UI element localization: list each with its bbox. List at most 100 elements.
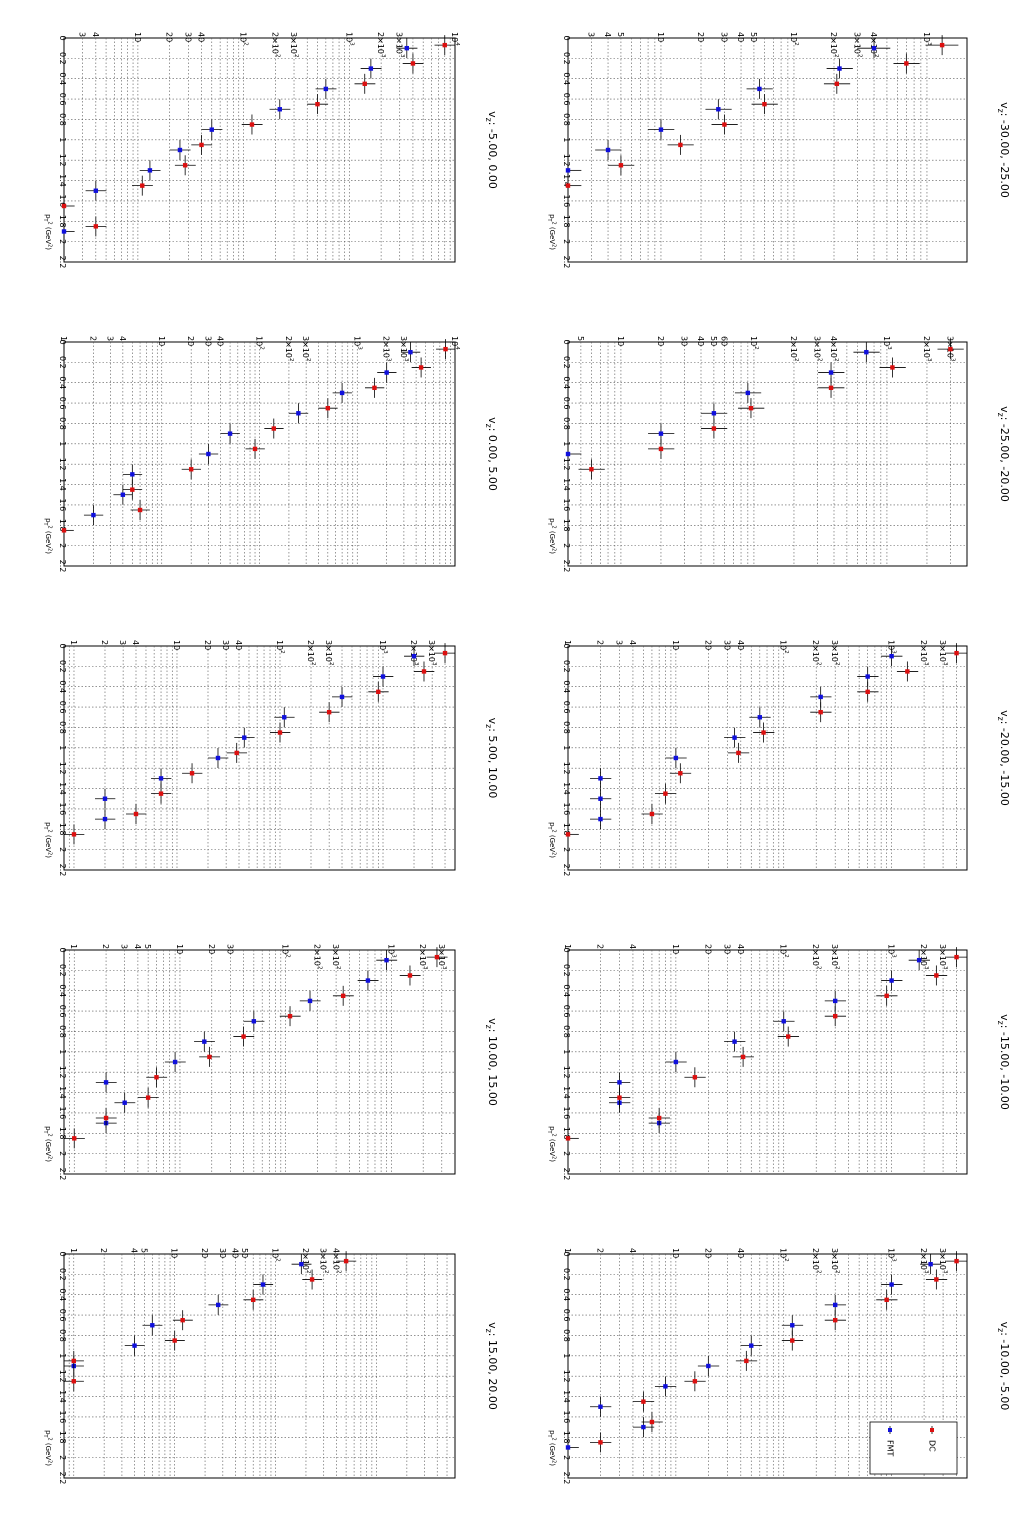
data-point-dc bbox=[250, 1297, 256, 1303]
data-point-dc bbox=[884, 1297, 889, 1303]
y-tick-label: 3 bbox=[78, 32, 87, 37]
x-tick-label: 2.2 bbox=[58, 1168, 67, 1181]
x-axis-label: pT2 (GeV2) bbox=[546, 1430, 557, 1466]
panel-title: vz: 10.00, 15.00 bbox=[484, 1018, 499, 1106]
y-tick-label: 103 bbox=[882, 336, 892, 350]
x-tick-label: 0 bbox=[58, 339, 67, 344]
data-point-dc bbox=[762, 101, 767, 107]
x-axis-label: pT2 (GeV2) bbox=[42, 214, 53, 250]
data-point-fmt bbox=[411, 653, 417, 659]
y-tick-label: 2×102 bbox=[812, 944, 822, 970]
data-point-fmt bbox=[617, 1080, 622, 1085]
y-tick-label: 2 bbox=[100, 640, 109, 645]
data-point-fmt bbox=[130, 472, 135, 477]
panel-9: 0 0.2 0.4 0.6 0.8 1 1.2 1.4 1.6 1.8 2 2.2 1 2 4 5 10 20 30… bbox=[42, 1248, 499, 1484]
data-point-fmt bbox=[706, 1363, 711, 1369]
y-tick-label: 4 bbox=[118, 336, 127, 341]
data-point-fmt bbox=[91, 512, 96, 518]
y-tick-label: 3×102 bbox=[853, 32, 863, 58]
data-point-fmt bbox=[339, 694, 345, 700]
y-tick-label: 2 bbox=[596, 944, 605, 949]
y-tick-label: 20 bbox=[704, 640, 713, 650]
data-point-dc bbox=[692, 1075, 698, 1080]
y-tick-label: 1 bbox=[564, 1248, 573, 1253]
data-point-fmt bbox=[673, 1059, 679, 1065]
x-tick-label: 1.4 bbox=[58, 782, 67, 795]
data-point-dc bbox=[61, 203, 67, 209]
x-tick-label: 1.6 bbox=[58, 499, 67, 512]
x-tick-label: 1.8 bbox=[58, 215, 67, 228]
data-point-fmt bbox=[177, 147, 183, 153]
x-tick-label: 0.4 bbox=[562, 1288, 571, 1301]
y-tick-label: 40 bbox=[231, 1248, 240, 1258]
y-tick-label: 2 bbox=[100, 1248, 109, 1253]
data-point-dc bbox=[790, 1338, 795, 1343]
x-tick-label: 2.2 bbox=[58, 560, 67, 573]
x-tick-label: 1.6 bbox=[58, 803, 67, 816]
plot-frame bbox=[567, 37, 968, 263]
data-point-dc bbox=[158, 791, 164, 796]
y-tick-label: 2×102 bbox=[301, 1248, 311, 1274]
data-point-dc bbox=[641, 1399, 646, 1404]
x-tick-label: 0.4 bbox=[58, 376, 67, 389]
y-tick-label: 2×103 bbox=[920, 640, 930, 666]
data-point-dc bbox=[93, 224, 99, 229]
data-point-fmt bbox=[242, 735, 247, 740]
data-point-fmt bbox=[282, 715, 287, 720]
data-point-fmt bbox=[172, 1059, 178, 1065]
data-point-dc bbox=[761, 730, 766, 735]
data-point-dc bbox=[180, 1317, 185, 1323]
panel-title: vz: -10.00, -5.00 bbox=[996, 1322, 1011, 1411]
data-point-dc bbox=[954, 954, 959, 960]
x-tick-label: 1.4 bbox=[58, 478, 67, 491]
data-point-fmt bbox=[299, 1261, 304, 1267]
y-tick-label: 3×102 bbox=[831, 640, 841, 666]
y-tick-label: 102 bbox=[281, 944, 291, 958]
x-tick-label: 0.6 bbox=[58, 397, 67, 410]
y-tick-label: 4 bbox=[91, 32, 100, 37]
y-tick-label: 104 bbox=[451, 32, 461, 46]
y-tick-label: 40 bbox=[737, 32, 746, 42]
x-tick-label: 1.4 bbox=[562, 1086, 571, 1099]
x-tick-label: 0.6 bbox=[58, 93, 67, 106]
x-tick-label: 1.2 bbox=[58, 762, 67, 775]
x-tick-label: 1 bbox=[58, 1049, 67, 1054]
data-point-dc bbox=[618, 163, 624, 168]
y-tick-label: 104 bbox=[451, 336, 461, 350]
data-point-fmt bbox=[605, 147, 611, 153]
y-tick-label: 30 bbox=[723, 640, 732, 650]
y-tick-label: 60 bbox=[720, 336, 729, 346]
y-tick-label: 102 bbox=[779, 1248, 789, 1262]
y-tick-label: 102 bbox=[275, 640, 285, 654]
y-tick-label: 2×102 bbox=[812, 1248, 822, 1274]
data-point-dc bbox=[421, 669, 427, 674]
data-point-dc bbox=[103, 1115, 109, 1121]
y-tick-label: 4 bbox=[604, 32, 613, 37]
y-tick-label: 3×102 bbox=[831, 944, 841, 970]
panel-title: vz: 15.00, 20.00 bbox=[484, 1322, 499, 1410]
data-point-fmt bbox=[598, 1404, 603, 1409]
data-point-dc bbox=[736, 750, 741, 756]
x-tick-label: 1.6 bbox=[562, 499, 571, 512]
y-tick-label: 103 bbox=[887, 640, 897, 654]
data-point-dc bbox=[740, 1054, 746, 1060]
x-tick-label: 2 bbox=[562, 1151, 571, 1156]
data-point-dc bbox=[343, 1258, 349, 1264]
x-tick-label: 1.6 bbox=[562, 195, 571, 208]
data-point-fmt bbox=[384, 370, 389, 375]
x-tick-label: 1.6 bbox=[58, 1411, 67, 1424]
data-point-dc bbox=[410, 61, 416, 66]
x-tick-label: 0.8 bbox=[58, 417, 67, 430]
x-axis-label: pT2 (GeV2) bbox=[546, 214, 557, 250]
data-point-dc bbox=[434, 954, 440, 960]
y-tick-label: 3 bbox=[120, 944, 129, 949]
data-point-fmt bbox=[102, 816, 108, 822]
x-tick-label: 0.2 bbox=[562, 964, 571, 977]
x-tick-label: 1.2 bbox=[58, 154, 67, 167]
data-point-fmt bbox=[260, 1282, 266, 1287]
data-point-fmt bbox=[641, 1424, 646, 1430]
x-tick-label: 1.8 bbox=[562, 823, 571, 836]
data-point-dc bbox=[418, 365, 424, 370]
data-point-dc bbox=[692, 1379, 698, 1384]
y-tick-label: 5 bbox=[140, 1248, 149, 1253]
